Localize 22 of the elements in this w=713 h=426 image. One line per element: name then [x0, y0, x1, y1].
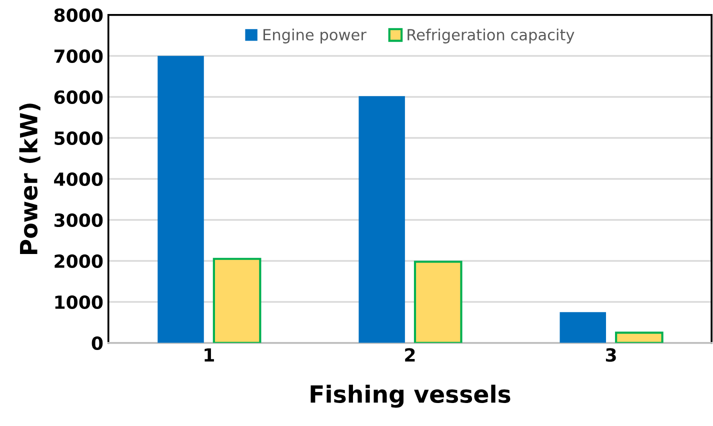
y-tick-label: 5000: [54, 131, 103, 146]
bar: [560, 312, 606, 343]
x-axis-title: Fishing vessels: [310, 384, 510, 408]
y-tick-label: 2000: [54, 254, 103, 268]
bar: [158, 56, 204, 343]
bar: [358, 96, 405, 343]
legend-label: Refrigeration capacity: [408, 28, 574, 44]
legend-label: Engine power: [264, 28, 366, 44]
y-axis-title: Power (kW): [19, 104, 40, 254]
y-tick-label: 4000: [54, 172, 103, 186]
y-tick-label: 1000: [55, 295, 103, 310]
x-tick-label: 1: [204, 348, 214, 362]
x-tick-label: 3: [606, 348, 616, 362]
bar: [212, 258, 262, 343]
x-tick-label: 2: [405, 348, 415, 362]
y-tick-label: 6000: [54, 90, 103, 104]
y-tick-label: 7000: [54, 49, 103, 64]
y-tick-label: 0: [92, 336, 103, 350]
y-tick-label: 3000: [54, 213, 103, 228]
bar: [615, 332, 664, 343]
y-tick-label: 8000: [54, 8, 103, 22]
bar: [414, 260, 462, 343]
